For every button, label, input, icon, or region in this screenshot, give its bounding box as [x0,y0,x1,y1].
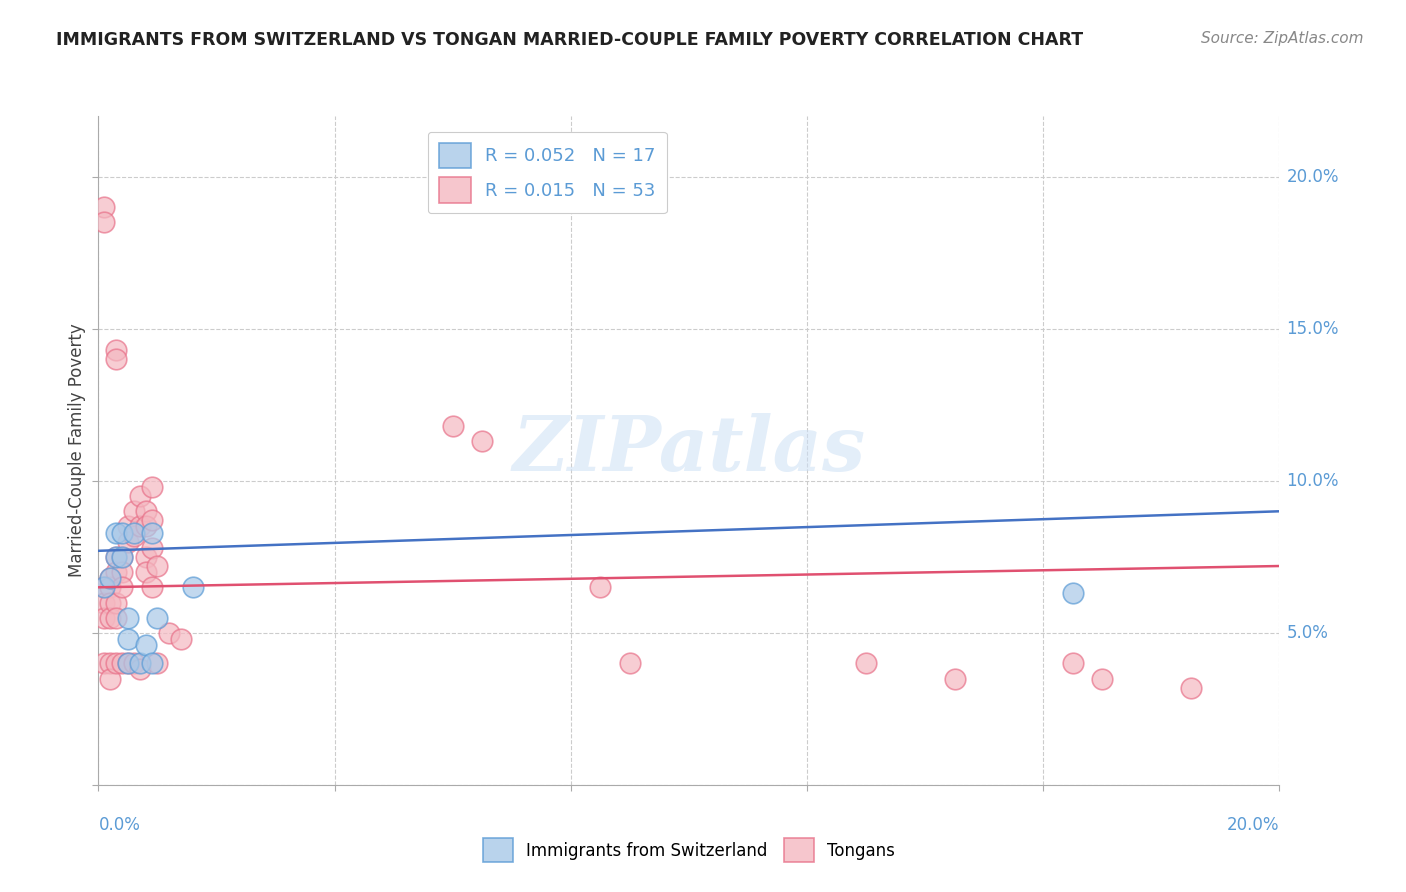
Legend: Immigrants from Switzerland, Tongans: Immigrants from Switzerland, Tongans [474,830,904,871]
Point [93,215,115,229]
Point [141,480,163,494]
Point [93,200,115,214]
Point [141,513,163,527]
Point [111,549,134,564]
Point [181,580,204,594]
Point [170,632,193,646]
Point [1091,672,1114,686]
Point [105,611,128,625]
Point [117,611,139,625]
Point [122,528,145,542]
Point [93,580,115,594]
Point [111,565,134,579]
Point [157,626,180,640]
Point [93,595,115,609]
Point [1062,586,1084,600]
Point [128,662,150,676]
Point [128,657,150,671]
Point [1180,681,1202,695]
Point [943,672,966,686]
Point [122,657,145,671]
Point [141,657,163,671]
Point [1062,657,1084,671]
Point [98,580,121,594]
Point [105,595,128,609]
Point [98,595,121,609]
Point [117,632,139,646]
Point [117,519,139,533]
Point [122,525,145,540]
Point [93,657,115,671]
Point [105,549,128,564]
Text: ZIPatlas: ZIPatlas [512,414,866,487]
Text: IMMIGRANTS FROM SWITZERLAND VS TONGAN MARRIED-COUPLE FAMILY POVERTY CORRELATION : IMMIGRANTS FROM SWITZERLAND VS TONGAN MA… [56,31,1084,49]
Text: 15.0%: 15.0% [1286,320,1339,338]
Point [111,525,134,540]
Point [135,504,157,518]
Point [619,657,641,671]
Point [141,541,163,555]
Point [146,559,169,574]
Point [117,657,139,671]
Point [128,489,150,503]
Point [98,571,121,585]
Point [117,657,139,671]
Y-axis label: Married-Couple Family Poverty: Married-Couple Family Poverty [67,324,86,577]
Point [135,549,157,564]
Point [98,672,121,686]
Point [105,352,128,367]
Point [98,657,121,671]
Point [111,657,134,671]
Point [117,534,139,549]
Point [105,525,128,540]
Point [93,611,115,625]
Point [135,565,157,579]
Point [111,549,134,564]
Text: 10.0%: 10.0% [1286,472,1339,490]
Point [146,611,169,625]
Point [93,580,115,594]
Point [141,525,163,540]
Point [105,657,128,671]
Point [141,580,163,594]
Point [146,657,169,671]
Text: Source: ZipAtlas.com: Source: ZipAtlas.com [1201,31,1364,46]
Point [589,580,612,594]
Point [105,343,128,358]
Point [471,434,494,449]
Text: 20.0%: 20.0% [1227,816,1279,834]
Point [105,549,128,564]
Point [122,504,145,518]
Text: 0.0%: 0.0% [98,816,141,834]
Text: 5.0%: 5.0% [1286,624,1329,642]
Point [441,419,464,434]
Point [135,519,157,533]
Point [105,565,128,579]
Point [111,580,134,594]
Point [128,519,150,533]
Point [98,611,121,625]
Point [135,638,157,652]
Point [855,657,877,671]
Text: 20.0%: 20.0% [1286,168,1339,186]
Point [98,571,121,585]
